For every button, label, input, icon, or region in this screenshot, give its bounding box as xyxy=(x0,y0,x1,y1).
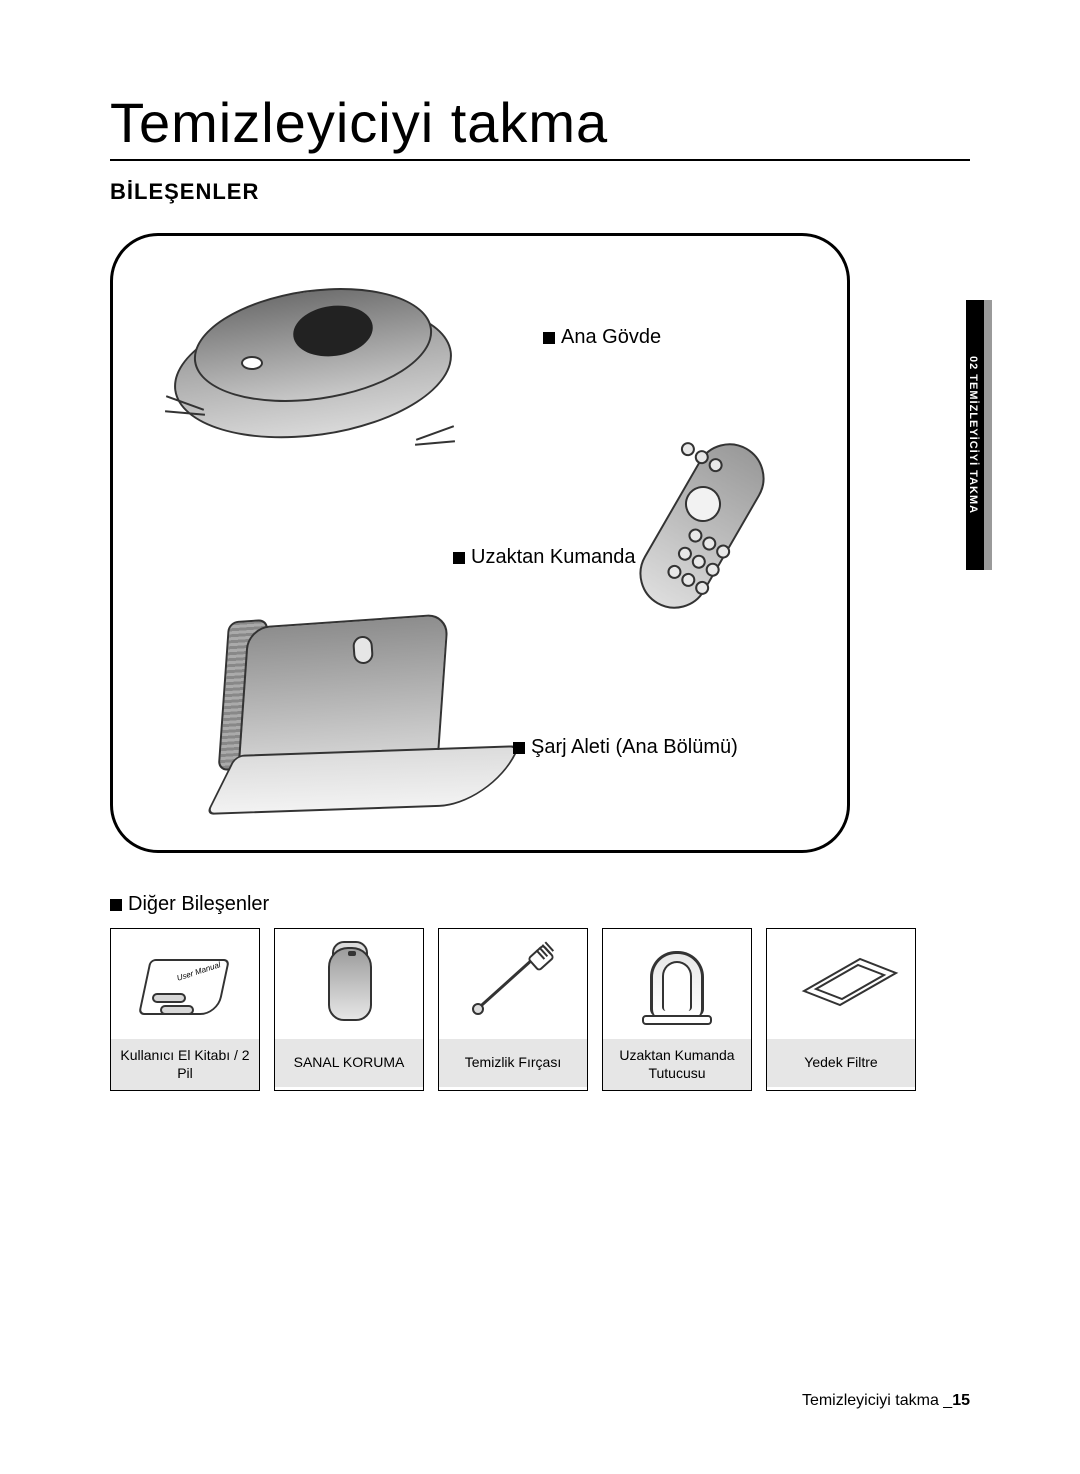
robot-illustration xyxy=(173,276,473,476)
card-holder-caption: Uzaktan Kumanda Tutucusu xyxy=(603,1039,751,1090)
other-components-grid: User Manual Kullanıcı El Kitabı / 2 Pil … xyxy=(110,928,970,1091)
page-footer: Temizleyiciyi takma _15 xyxy=(802,1392,970,1410)
card-virtual-guard-caption: SANAL KORUMA xyxy=(275,1039,423,1087)
side-tab: 02 TEMİZLEYİCİYİ TAKMA xyxy=(966,300,992,570)
side-tab-label: 02 TEMİZLEYİCİYİ TAKMA xyxy=(964,312,982,558)
footer-text: Temizleyiciyi takma _ xyxy=(802,1392,952,1409)
side-tab-grey xyxy=(984,300,992,570)
charger-illustration xyxy=(183,580,523,820)
card-brush-caption: Temizlik Fırçası xyxy=(439,1039,587,1087)
card-brush: Temizlik Fırçası xyxy=(438,928,588,1091)
label-remote-text: Uzaktan Kumanda xyxy=(471,546,636,568)
label-charger: Şarj Aleti (Ana Bölümü) xyxy=(513,736,738,759)
label-main-body: Ana Gövde xyxy=(543,326,661,349)
card-filter-caption: Yedek Filtre xyxy=(767,1039,915,1087)
footer-page-number: 15 xyxy=(952,1392,970,1409)
card-manual: User Manual Kullanıcı El Kitabı / 2 Pil xyxy=(110,928,260,1091)
card-virtual-guard: SANAL KORUMA xyxy=(274,928,424,1091)
label-remote: Uzaktan Kumanda xyxy=(453,546,636,569)
card-filter: Yedek Filtre xyxy=(766,928,916,1091)
spare-filter-icon xyxy=(786,939,896,1029)
other-components-heading: Diğer Bileşenler xyxy=(110,893,970,916)
label-main-body-text: Ana Gövde xyxy=(561,326,661,348)
section-heading: BİLEŞENLER xyxy=(110,179,970,205)
page-title: Temizleyiciyi takma xyxy=(110,90,970,161)
other-components-heading-text: Diğer Bileşenler xyxy=(128,893,269,915)
card-holder: Uzaktan Kumanda Tutucusu xyxy=(602,928,752,1091)
cleaning-brush-icon xyxy=(458,939,568,1029)
manual-icon: User Manual xyxy=(130,939,240,1029)
components-panel: Ana Gövde Uzaktan Kumanda Şarj Aleti (An… xyxy=(110,233,850,853)
card-manual-caption: Kullanıcı El Kitabı / 2 Pil xyxy=(111,1039,259,1090)
label-charger-text: Şarj Aleti (Ana Bölümü) xyxy=(531,736,738,758)
remote-illustration xyxy=(607,426,807,626)
remote-holder-icon xyxy=(622,939,732,1029)
virtual-guard-icon xyxy=(294,939,404,1029)
page: Temizleyiciyi takma BİLEŞENLER 02 TEMİZL… xyxy=(0,0,1080,1474)
